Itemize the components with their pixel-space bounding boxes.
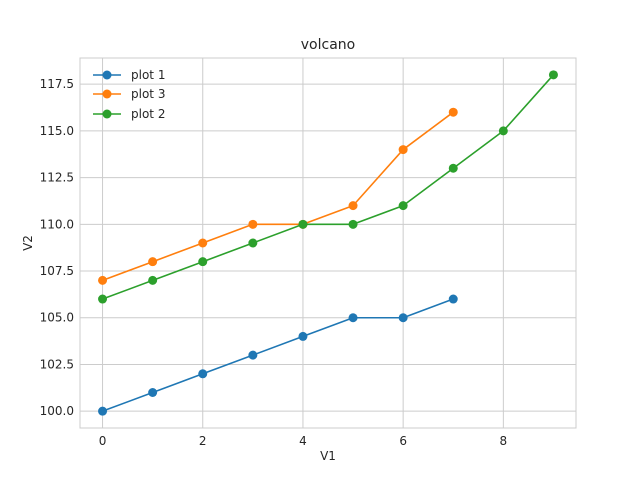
y-tick-label: 105.0 bbox=[40, 311, 74, 325]
data-point bbox=[198, 369, 208, 379]
data-point bbox=[98, 406, 108, 416]
y-tick-label: 107.5 bbox=[40, 264, 74, 278]
data-point bbox=[248, 238, 258, 248]
data-point bbox=[398, 201, 408, 211]
x-tick-label: 2 bbox=[199, 434, 207, 448]
data-point bbox=[98, 294, 108, 304]
x-tick-label: 6 bbox=[399, 434, 407, 448]
series-line bbox=[102, 74, 555, 300]
legend: plot 1 plot 3 plot 2 bbox=[93, 68, 165, 121]
x-tick-label: 0 bbox=[99, 434, 107, 448]
plot-area bbox=[80, 58, 576, 428]
data-point bbox=[398, 313, 408, 323]
legend-entry: plot 1 bbox=[93, 68, 165, 82]
legend-swatch-marker bbox=[102, 89, 112, 99]
data-point bbox=[448, 294, 458, 304]
legend-label: plot 1 bbox=[131, 68, 165, 82]
data-point bbox=[348, 219, 358, 229]
y-tick-label: 117.5 bbox=[40, 77, 74, 91]
series-line bbox=[102, 298, 454, 412]
y-tick-label: 112.5 bbox=[40, 171, 74, 185]
data-point bbox=[448, 163, 458, 173]
data-point bbox=[298, 219, 308, 229]
y-tick-label: 110.0 bbox=[40, 217, 74, 231]
data-point bbox=[348, 201, 358, 211]
legend-label: plot 2 bbox=[131, 107, 165, 121]
x-tick-label: 4 bbox=[299, 434, 307, 448]
data-point bbox=[298, 331, 308, 341]
legend-swatch-marker bbox=[102, 109, 112, 119]
chart-title: volcano bbox=[301, 37, 355, 53]
plot-frame bbox=[79, 57, 577, 429]
y-axis-label: V2 bbox=[21, 235, 35, 251]
data-point bbox=[148, 257, 158, 267]
y-tick-label: 102.5 bbox=[40, 357, 74, 371]
x-axis-label: V1 bbox=[320, 449, 336, 463]
data-point bbox=[148, 275, 158, 285]
data-point bbox=[348, 313, 358, 323]
data-point bbox=[198, 238, 208, 248]
data-point bbox=[148, 387, 158, 397]
legend-entry: plot 2 bbox=[93, 107, 165, 121]
legend-label: plot 3 bbox=[131, 87, 165, 101]
y-tick-label: 115.0 bbox=[40, 124, 74, 138]
series-layer bbox=[98, 70, 558, 416]
data-point bbox=[398, 145, 408, 155]
grid bbox=[80, 58, 576, 428]
series-plot-1 bbox=[98, 294, 458, 416]
legend-swatch-marker bbox=[102, 70, 112, 80]
x-tick-label: 8 bbox=[500, 434, 508, 448]
data-point bbox=[98, 275, 108, 285]
series-plot-2 bbox=[98, 70, 558, 304]
tick-labels: 0 2 4 6 8 100.0 102.5 105.0 107.5 110.0 112.5 115.0… bbox=[40, 77, 508, 448]
y-tick-label: 100.0 bbox=[40, 404, 74, 418]
data-point bbox=[248, 219, 258, 229]
legend-entry: plot 3 bbox=[93, 87, 165, 101]
data-point bbox=[448, 107, 458, 117]
data-point bbox=[498, 126, 508, 136]
series-plot-3 bbox=[98, 107, 458, 285]
series-line bbox=[102, 111, 454, 282]
data-point bbox=[198, 257, 208, 267]
data-point bbox=[248, 350, 258, 360]
data-point bbox=[548, 70, 558, 80]
